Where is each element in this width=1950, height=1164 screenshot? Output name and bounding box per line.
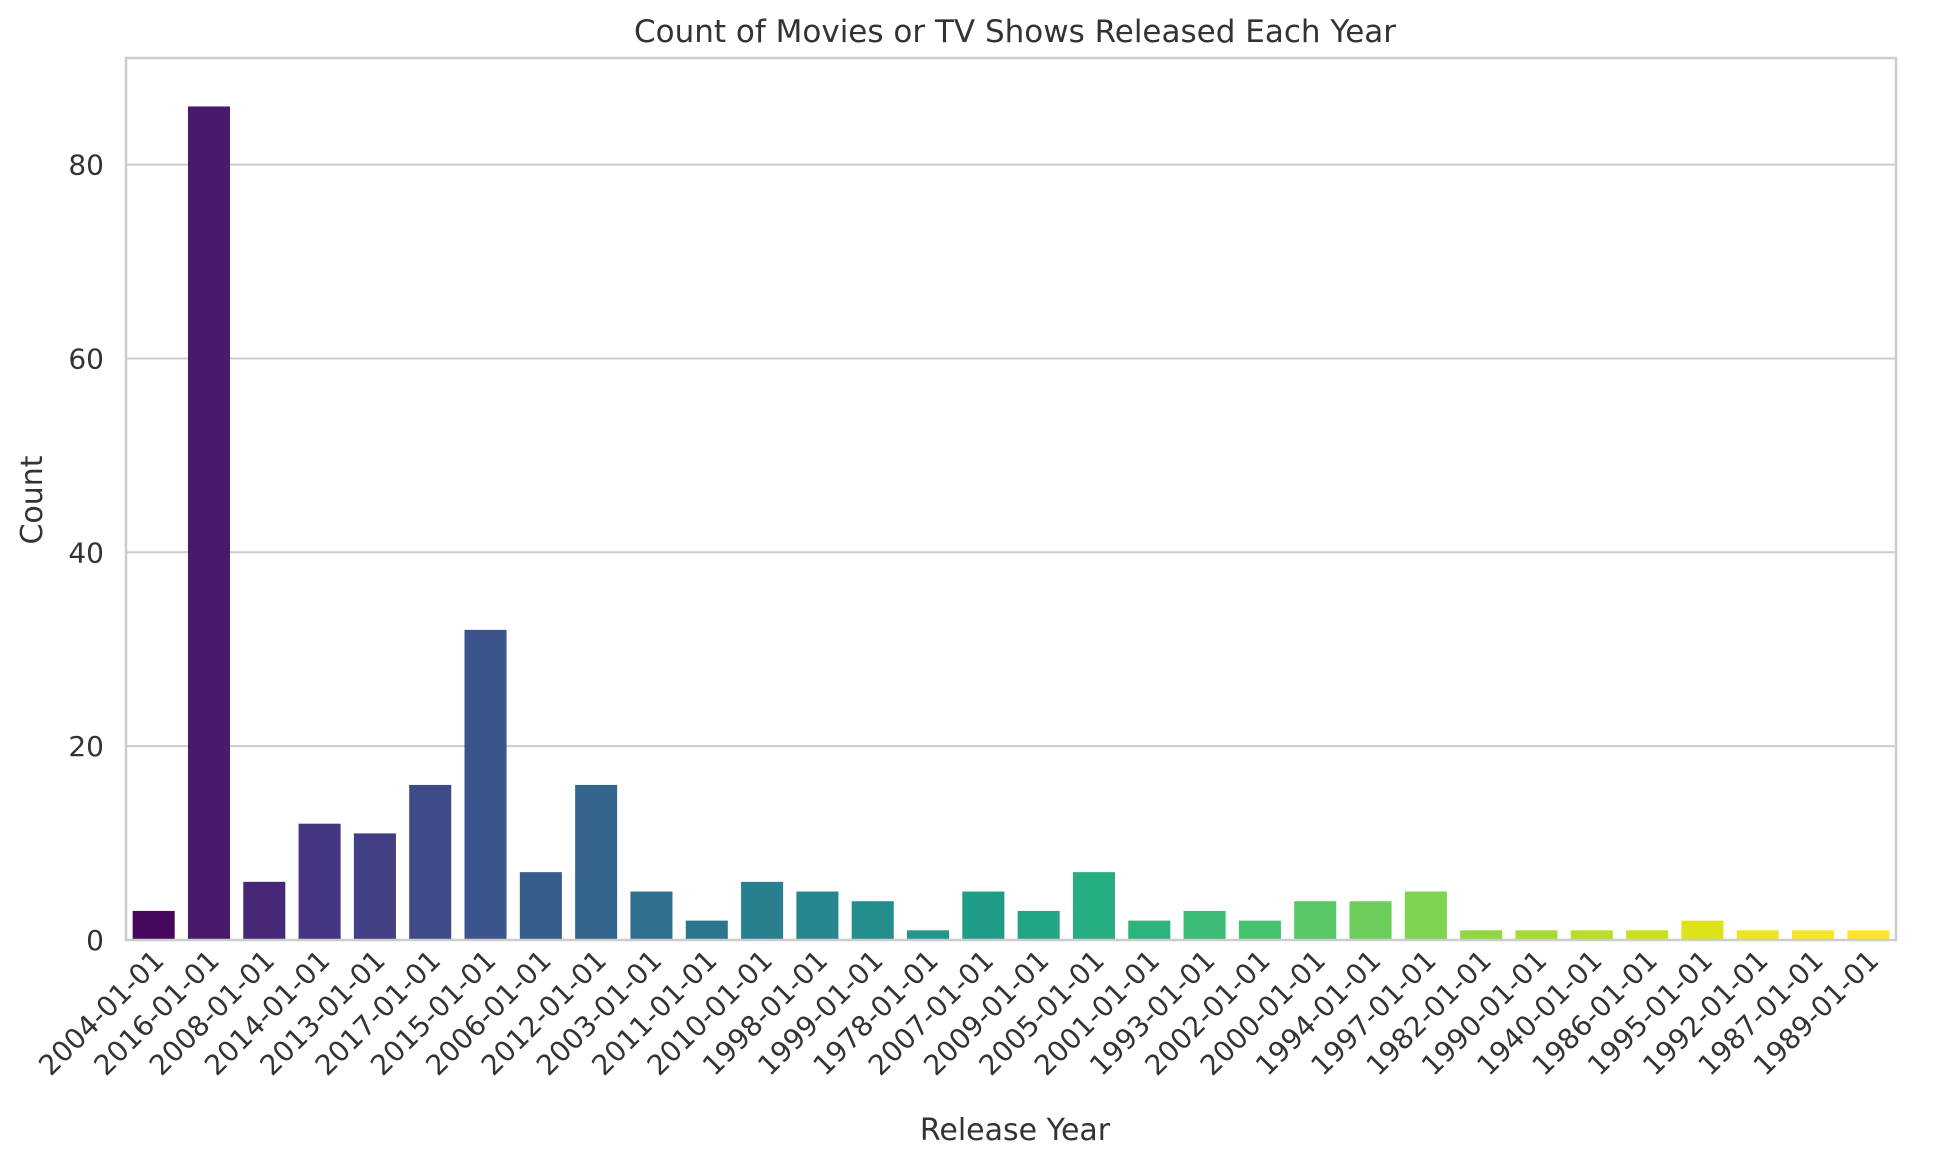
bar-2008-01-01 [243, 881, 286, 940]
bar-2011-01-01 [685, 920, 728, 940]
bar-1995-01-01 [1681, 920, 1724, 940]
bar-1987-01-01 [1792, 930, 1835, 940]
bar-2012-01-01 [575, 784, 618, 940]
bar-2003-01-01 [630, 891, 673, 940]
bar-1989-01-01 [1847, 930, 1890, 940]
x-tick-labels: 2004-01-012016-01-012008-01-012014-01-01… [32, 944, 1885, 1082]
bar-1994-01-01 [1349, 901, 1392, 940]
bar-2014-01-01 [298, 823, 341, 940]
bars [132, 106, 1890, 940]
bar-2001-01-01 [1128, 920, 1171, 940]
bar-2000-01-01 [1294, 901, 1337, 940]
bar-2016-01-01 [187, 106, 230, 940]
bar-2004-01-01 [132, 910, 175, 940]
bar-1940-01-01 [1570, 930, 1613, 940]
plot-frame [124, 56, 1898, 942]
bar-1999-01-01 [851, 901, 894, 940]
y-tick-label: 40 [68, 536, 104, 569]
y-axis-title: Count [15, 455, 50, 544]
y-tick-labels: 0 20 40 60 80 [68, 149, 104, 957]
y-tick-label: 60 [68, 342, 104, 375]
bar-1992-01-01 [1736, 930, 1779, 940]
bar-2006-01-01 [519, 872, 562, 940]
bar-2017-01-01 [409, 784, 452, 940]
bar-2002-01-01 [1238, 920, 1281, 940]
bar-2015-01-01 [464, 629, 507, 940]
bar-2009-01-01 [1017, 910, 1060, 940]
bar-2013-01-01 [353, 833, 396, 940]
bar-1993-01-01 [1183, 910, 1226, 940]
bar-1982-01-01 [1460, 930, 1503, 940]
bar-2005-01-01 [1072, 872, 1115, 940]
chart-title: Count of Movies or TV Shows Released Eac… [634, 14, 1396, 50]
x-axis-title: Release Year [920, 1113, 1111, 1148]
gridlines [126, 163, 1896, 941]
bar-1986-01-01 [1626, 930, 1669, 940]
bar-1990-01-01 [1515, 930, 1558, 940]
bar-1978-01-01 [907, 930, 950, 940]
bar-1997-01-01 [1404, 891, 1447, 940]
y-tick-label: 20 [68, 730, 104, 763]
y-tick-label: 0 [86, 924, 104, 957]
bar-2007-01-01 [962, 891, 1005, 940]
y-tick-label: 80 [68, 149, 104, 182]
bar-1998-01-01 [796, 891, 839, 940]
bar-2010-01-01 [741, 881, 784, 940]
